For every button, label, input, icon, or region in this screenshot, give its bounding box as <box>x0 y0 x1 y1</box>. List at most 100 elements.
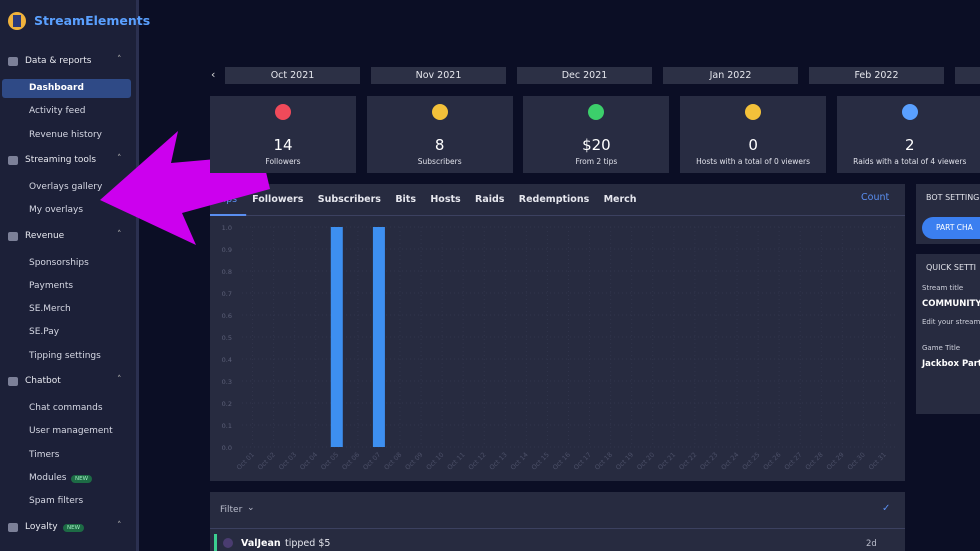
month-tab <box>955 67 980 84</box>
quick-title: QUICK SETTI <box>926 263 977 272</box>
nav-item[interactable]: Spam filters <box>29 496 84 507</box>
section-icon <box>8 155 18 165</box>
section-header[interactable]: Loyalty <box>25 521 58 532</box>
chevron: ˄ <box>117 229 122 240</box>
nav-item[interactable]: Overlays gallery <box>29 181 103 192</box>
action: tipped $5 <box>285 538 331 549</box>
section-icon <box>8 231 18 241</box>
chart-tab[interactable]: Followers <box>252 194 304 205</box>
month-tab[interactable]: Jan 2022 <box>663 67 798 84</box>
y-tick-label: 1.0 <box>222 224 232 232</box>
stat-value: $20 <box>582 136 611 154</box>
bar <box>330 227 343 447</box>
stat-card: 8 Subscribers <box>366 96 513 173</box>
nav-item[interactable]: Chat commands <box>29 403 103 413</box>
nav-item[interactable]: Revenue history <box>29 129 103 140</box>
nav-item[interactable]: Sponsorships <box>29 257 89 268</box>
nav-item[interactable]: User management <box>29 426 113 437</box>
stat-label: Raids with a total of 4 viewers <box>853 157 967 166</box>
stat-label: From 2 tips <box>575 157 618 166</box>
time: 2d <box>866 539 877 549</box>
stat-label: Followers <box>265 157 301 166</box>
nav-item[interactable]: Tipping settings <box>29 350 101 361</box>
chevron: ˄ <box>117 153 122 164</box>
chevron: ˄ <box>117 55 122 65</box>
prev-month[interactable]: ‹ <box>211 68 216 81</box>
stat-card: 0 Hosts with a total of 0 viewers <box>680 96 827 173</box>
y-tick-label: 0.6 <box>222 312 232 320</box>
chart-tab[interactable]: Subscribers <box>318 194 382 205</box>
row-accent <box>214 534 217 551</box>
section-icon <box>8 57 18 66</box>
activity-panel: Filter ⌄ ✓ ValJean tipped $5 2d <box>210 492 905 551</box>
y-tick-label: 0.7 <box>222 290 232 298</box>
nav-item[interactable]: My overlays <box>29 205 84 216</box>
chart-tab[interactable]: Bits <box>395 194 416 205</box>
tip-icon <box>223 538 233 548</box>
stat-icon <box>275 104 291 120</box>
y-tick-label: 0.0 <box>222 444 232 452</box>
month-tab[interactable]: Nov 2021 <box>371 67 506 84</box>
nav-item[interactable]: Modules <box>29 472 67 483</box>
y-tick-label: 0.5 <box>222 334 232 342</box>
quick-settings: QUICK SETTI Stream title COMMUNITY Edit … <box>916 254 980 414</box>
month-tab[interactable]: Feb 2022 <box>809 67 944 84</box>
active-tab-underline <box>210 214 247 216</box>
stat-value: 14 <box>273 136 293 154</box>
stat-icon <box>745 104 762 120</box>
y-tick-label: 0.9 <box>222 246 232 254</box>
chart-tab[interactable]: Merch <box>604 194 637 205</box>
chevron: ˄ <box>117 520 122 531</box>
chart-tab[interactable]: Hosts <box>430 194 461 205</box>
section-header[interactable]: Data & reports <box>25 56 92 66</box>
chart-panel: Count <box>210 184 905 481</box>
brand: StreamElements <box>34 13 151 28</box>
y-tick-label: 0.2 <box>222 400 232 408</box>
stat-value: 8 <box>434 136 445 154</box>
game-title[interactable]: Jackbox Part <box>922 359 980 369</box>
section-icon <box>8 377 18 386</box>
chart: TipsFollowersSubscribersBitsHostsRaidsRe… <box>210 194 895 472</box>
chart-tab[interactable]: Raids <box>475 194 505 205</box>
divider <box>210 528 905 529</box>
user: ValJean <box>241 538 281 549</box>
nav-item[interactable]: Activity feed <box>29 106 86 117</box>
stat-value: 0 <box>748 136 758 154</box>
badge: NEW <box>63 523 85 532</box>
chart-tab[interactable]: Redemptions <box>519 194 590 205</box>
measure-select[interactable]: Count <box>861 192 890 203</box>
bot-settings: BOT SETTING PART CHA <box>916 184 980 244</box>
mark-read[interactable]: ✓ <box>882 503 891 514</box>
nav-item[interactable]: Payments <box>29 280 74 291</box>
stat-icon <box>431 104 448 120</box>
nav-item[interactable]: Timers <box>29 449 60 460</box>
nav-item[interactable]: SE.Merch <box>29 304 71 315</box>
section-icon <box>8 522 18 532</box>
stat-label: Hosts with a total of 0 viewers <box>696 157 810 166</box>
field-label: Game Title <box>922 344 961 352</box>
section-header[interactable]: Streaming tools <box>25 154 97 165</box>
y-tick-label: 0.8 <box>222 268 232 276</box>
hint: Edit your stream <box>922 318 980 326</box>
month-tab[interactable]: Oct 2021 <box>225 67 360 84</box>
section-header[interactable]: Chatbot <box>25 376 61 386</box>
section-header[interactable]: Revenue <box>25 230 65 241</box>
stat-label: Subscribers <box>417 157 462 166</box>
tab-divider <box>210 215 905 216</box>
filter-caret: ⌄ <box>247 503 255 513</box>
part-button[interactable]: PART CHA <box>922 217 980 239</box>
filter[interactable]: Filter <box>220 505 243 515</box>
stat-value: 2 <box>905 136 915 154</box>
month-tab[interactable]: Dec 2021 <box>517 67 652 84</box>
selected-bg <box>2 79 131 98</box>
stat-icon <box>588 104 605 120</box>
stream-title[interactable]: COMMUNITY <box>922 299 980 309</box>
nav-item[interactable]: SE.Pay <box>29 327 60 338</box>
stat-icon <box>901 104 918 120</box>
stat-card: 2 Raids with a total of 4 viewers <box>836 96 980 173</box>
field-label: Stream title <box>922 284 964 292</box>
y-tick-label: 0.1 <box>222 422 232 430</box>
nav-item[interactable]: Dashboard <box>29 83 84 93</box>
stat-card: 14 Followers <box>210 96 356 173</box>
